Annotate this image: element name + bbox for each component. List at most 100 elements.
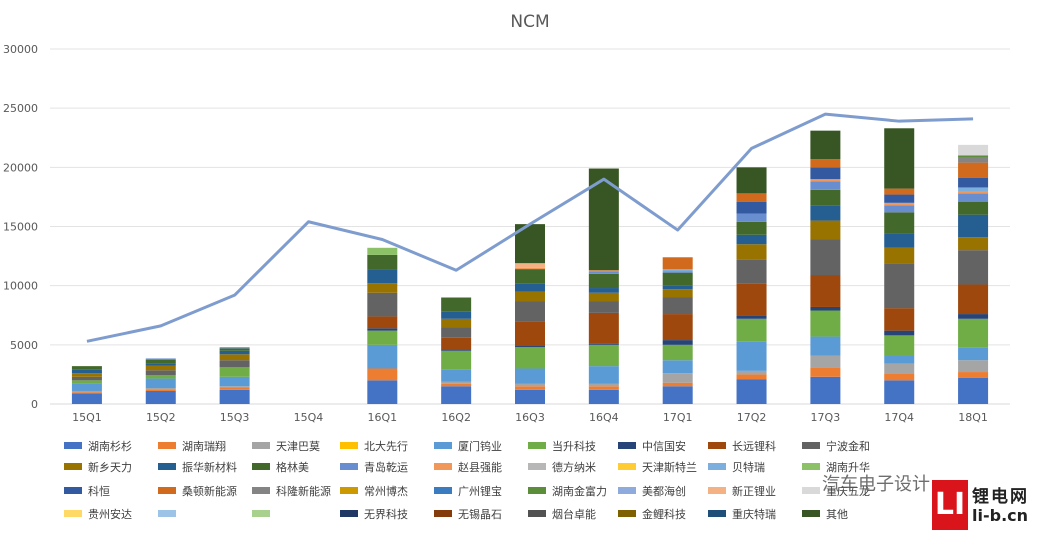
legend-label: 重庆五龙 [826, 484, 870, 498]
legend-swatch [618, 510, 636, 517]
legend-label: 无界科技 [364, 507, 408, 521]
bar-segment [884, 335, 915, 356]
bar-segment [145, 365, 176, 371]
bar-segment [219, 348, 250, 351]
bar-segment [515, 269, 545, 284]
bar-segment [219, 389, 250, 404]
bar-segment [71, 390, 102, 393]
bar-segment [810, 376, 841, 404]
y-tick-label: 15000 [3, 221, 38, 234]
bar-segment [145, 378, 176, 389]
bar-segment [958, 318, 989, 348]
bar-segment [662, 386, 693, 404]
bar-segment [736, 370, 767, 375]
legend-swatch [434, 463, 452, 470]
y-tick-label: 5000 [10, 339, 38, 352]
bar-segment [958, 237, 989, 251]
bar-segment [662, 257, 693, 270]
bar-segment [145, 359, 176, 364]
bar-segment [219, 376, 250, 387]
bar-segment [515, 347, 545, 369]
bar-segment [219, 386, 250, 388]
bar-segment [367, 368, 398, 381]
x-tick-label: 15Q3 [220, 411, 250, 424]
bar-segment [810, 355, 841, 368]
bar-segment [515, 368, 545, 384]
bar-segment [515, 346, 545, 348]
bar-segment [958, 191, 989, 194]
watermark-text: 汽车电子设计 [822, 470, 930, 496]
bar-segment [145, 375, 176, 379]
y-tick-label: 10000 [3, 280, 38, 293]
bar-segment [810, 239, 841, 276]
bar-segment [441, 337, 472, 350]
legend-label: 新乡天力 [88, 460, 132, 474]
legend-swatch [252, 510, 270, 517]
legend-swatch [434, 442, 452, 449]
bar-segment [736, 374, 767, 380]
legend-swatch [802, 487, 820, 494]
legend-swatch [340, 510, 358, 517]
bar-segment [810, 181, 841, 190]
bar-segment [736, 259, 767, 284]
bar-segment [441, 318, 472, 328]
bar-segment [588, 292, 619, 302]
logo-url: li-b.cn [972, 506, 1029, 525]
bar-segment [588, 273, 619, 289]
bar-segment [367, 254, 398, 270]
bar-segment [958, 347, 989, 361]
x-tick-label: 17Q3 [811, 411, 841, 424]
bar-segment [958, 144, 989, 156]
legend-swatch [708, 510, 726, 517]
watermark-label: 汽车电子设计 [822, 474, 930, 495]
bar-segment [441, 386, 472, 404]
bar-segment [662, 271, 693, 273]
bar-segment [958, 187, 989, 191]
logo-name: 锂电网 [972, 487, 1029, 507]
bar-segment [958, 284, 989, 315]
legend-label: 湖南杉杉 [88, 439, 132, 453]
bar-segment [884, 363, 915, 374]
y-tick-label: 25000 [3, 102, 38, 115]
logo-mark: LI [932, 480, 968, 530]
bar-segment [810, 130, 841, 160]
bar-segment [884, 380, 915, 404]
bar-segment [71, 392, 102, 394]
bar-segment [515, 383, 545, 387]
legend-swatch [708, 463, 726, 470]
legend-swatch [618, 463, 636, 470]
legend-swatch [64, 510, 82, 517]
legend-label: 广州锂宝 [458, 484, 502, 498]
bar-segment [588, 312, 619, 344]
legend-swatch [340, 442, 358, 449]
y-tick-label: 30000 [3, 43, 38, 56]
bar-segment [219, 354, 250, 361]
bar-segment [145, 389, 176, 391]
legend-label: 科恒 [88, 484, 110, 498]
bar-segment [810, 367, 841, 377]
bar-segment [71, 373, 102, 377]
bar-segment [588, 366, 619, 384]
bar-segment [441, 327, 472, 338]
legend-label: 振华新材料 [182, 460, 237, 474]
bar-segment [71, 393, 102, 404]
legend-swatch [528, 510, 546, 517]
bar-segment [588, 343, 619, 345]
x-tick-label: 17Q1 [663, 411, 693, 424]
legend-swatch [528, 463, 546, 470]
y-tick-label: 0 [31, 398, 38, 411]
bar-segment [71, 376, 102, 381]
bar-segment [588, 271, 619, 274]
bar-segment [588, 168, 619, 271]
bar-segment [367, 247, 398, 255]
legend-label: 当升科技 [552, 439, 596, 453]
x-tick-label: 17Q4 [884, 411, 914, 424]
legend-label: 厦门钨业 [458, 439, 502, 453]
legend-label: 无锡晶石 [458, 507, 502, 521]
bar-segment [588, 383, 619, 387]
x-tick-label: 16Q3 [515, 411, 545, 424]
bar-segment [884, 128, 915, 189]
legend-swatch [528, 442, 546, 449]
